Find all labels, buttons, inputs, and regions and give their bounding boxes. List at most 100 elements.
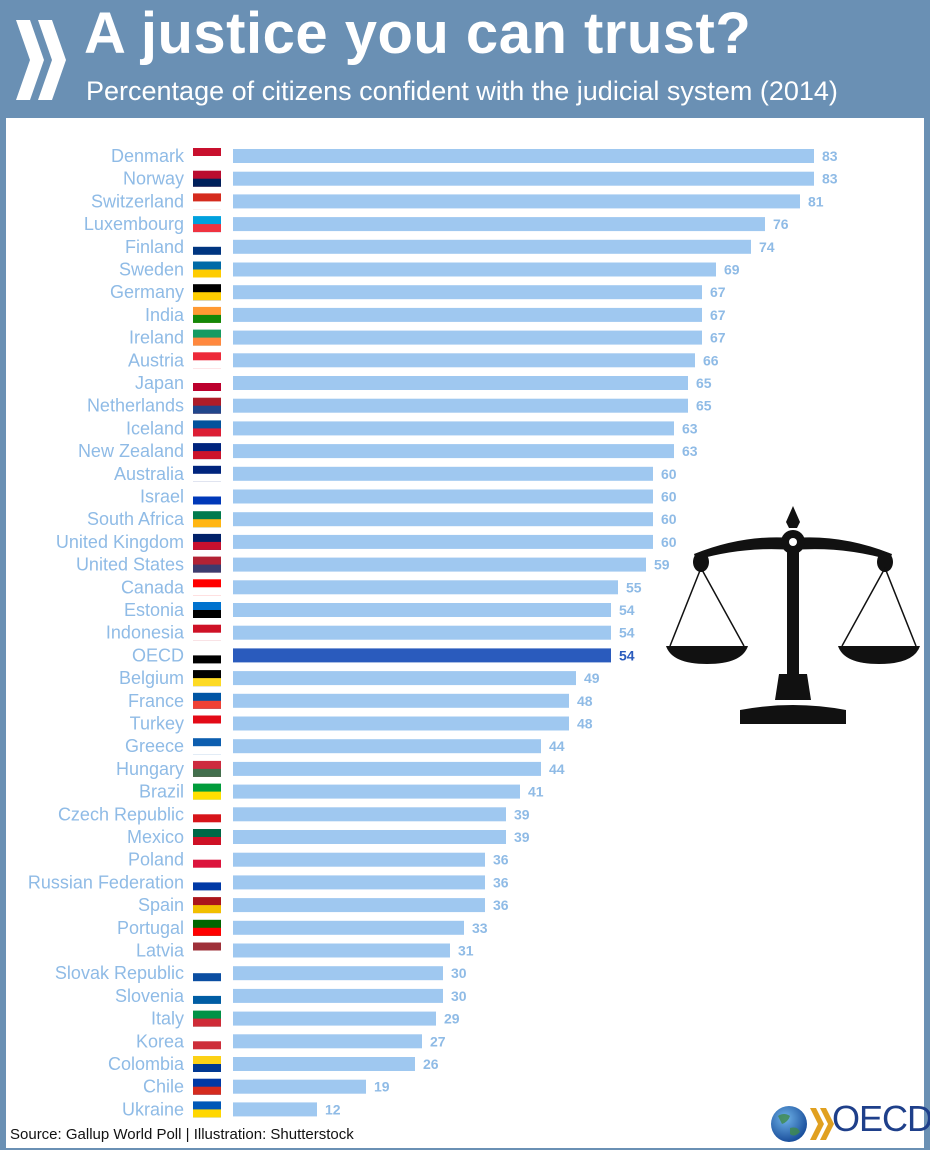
category-label: Latvia — [136, 941, 185, 961]
bar-row: OECD 54 — [132, 645, 635, 665]
category-label: Canada — [121, 577, 185, 597]
category-label: India — [145, 305, 185, 325]
category-label: Russian Federation — [28, 872, 184, 892]
category-label: Luxembourg — [84, 214, 184, 234]
category-label: Switzerland — [91, 191, 184, 211]
flag-icon — [193, 1010, 221, 1027]
bar — [233, 466, 653, 481]
flag-icon — [193, 397, 221, 414]
flag-icon — [193, 783, 221, 800]
bar-row: India 67 — [145, 305, 726, 325]
category-label: Indonesia — [106, 623, 185, 643]
bar — [233, 171, 814, 186]
flag-icon — [193, 193, 221, 210]
category-label: Iceland — [126, 418, 184, 438]
value-label: 54 — [619, 602, 635, 618]
category-label: New Zealand — [78, 441, 184, 461]
flag-icon — [193, 170, 221, 187]
bar-row: Luxembourg 76 — [84, 214, 789, 234]
flag-icon — [193, 897, 221, 914]
value-label: 83 — [822, 148, 838, 164]
category-label: South Africa — [87, 509, 185, 529]
flag-icon — [193, 760, 221, 777]
bar — [233, 693, 569, 708]
category-label: Israel — [140, 487, 184, 507]
bar-row: Switzerland 81 — [91, 191, 824, 211]
flag-icon — [193, 942, 221, 959]
flag-icon — [193, 579, 221, 596]
bar — [233, 898, 485, 913]
bar — [233, 149, 814, 163]
bar — [233, 239, 751, 254]
flag-icon — [193, 306, 221, 323]
category-label: Ireland — [129, 328, 184, 348]
bar-row: Hungary 44 — [116, 759, 565, 779]
page-title: A justice you can trust? — [84, 1, 752, 66]
value-label: 66 — [703, 352, 719, 368]
category-label: Ukraine — [122, 1099, 184, 1119]
flag-icon — [193, 261, 221, 278]
bar — [233, 830, 506, 844]
bar-row: Mexico 39 — [127, 827, 530, 847]
flag-icon — [193, 216, 221, 233]
flag-icon — [193, 375, 221, 391]
bar — [233, 739, 541, 754]
page-subtitle: Percentage of citizens confident with th… — [86, 76, 838, 106]
category-label: Spain — [138, 895, 184, 915]
category-label: Italy — [151, 1009, 184, 1029]
value-label: 60 — [661, 489, 677, 505]
flag-icon — [193, 965, 221, 982]
bar-row: Germany 67 — [110, 282, 726, 302]
source-note: Source: Gallup World Poll | Illustration… — [10, 1126, 354, 1143]
bar — [233, 557, 646, 572]
value-label: 44 — [549, 738, 565, 754]
bar-row: Turkey 48 — [130, 714, 593, 734]
bar — [233, 353, 695, 368]
bar — [233, 716, 569, 731]
category-label: Brazil — [139, 782, 184, 802]
value-label: 12 — [325, 1101, 341, 1117]
value-label: 49 — [584, 670, 600, 686]
category-label: Korea — [136, 1031, 185, 1051]
bar-row: Greece 44 — [125, 736, 565, 756]
bar-row: Poland 36 — [128, 850, 509, 870]
bar — [233, 920, 464, 935]
category-label: Finland — [125, 237, 184, 257]
category-label: Greece — [125, 736, 184, 756]
bar — [233, 671, 576, 686]
bar-row: United Kingdom 60 — [56, 532, 677, 552]
value-label: 59 — [654, 557, 670, 573]
bar-row: Latvia 31 — [136, 941, 474, 961]
value-label: 54 — [619, 647, 635, 663]
flag-icon — [193, 1078, 221, 1095]
value-label: 67 — [710, 284, 726, 300]
category-label: Norway — [123, 169, 184, 189]
bar — [233, 307, 702, 322]
bar-row: Colombia 26 — [108, 1054, 439, 1074]
bar-row: Japan 65 — [135, 373, 712, 393]
category-label: Estonia — [124, 600, 185, 620]
bar — [233, 1034, 422, 1049]
value-label: 55 — [626, 579, 642, 595]
bar-row: Estonia 54 — [124, 600, 635, 620]
category-label: France — [128, 691, 184, 711]
scales-of-justice-icon — [666, 506, 920, 724]
value-label: 26 — [423, 1056, 439, 1072]
value-label: 19 — [374, 1079, 390, 1095]
category-label: Colombia — [108, 1054, 185, 1074]
value-label: 44 — [549, 761, 565, 777]
bar — [233, 489, 653, 504]
bar — [233, 376, 688, 390]
bar — [233, 1079, 366, 1094]
value-label: 29 — [444, 1011, 460, 1027]
bar — [233, 262, 716, 277]
category-label: Sweden — [119, 260, 184, 280]
bar-row: Sweden 69 — [119, 260, 740, 280]
value-label: 30 — [451, 988, 467, 1004]
category-label: Denmark — [111, 146, 185, 166]
flag-icon — [193, 624, 221, 641]
bar-row: Indonesia 54 — [106, 623, 635, 643]
flag-icon — [193, 829, 221, 845]
bar — [233, 398, 688, 413]
